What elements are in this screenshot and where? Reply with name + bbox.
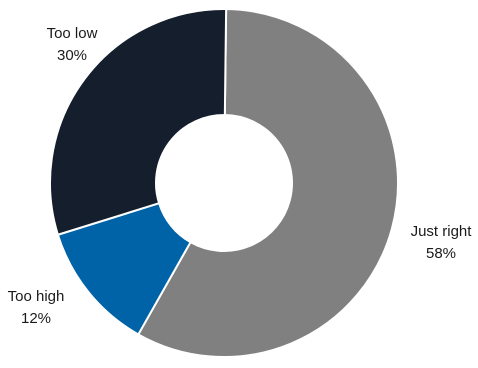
data-label-too-low: Too low 30% <box>47 25 98 64</box>
donut-labels: Just right 58% Too high 12% Too low 30% <box>8 25 473 327</box>
data-label-too-high: Too high 12% <box>8 288 65 327</box>
data-label-just-right: Just right 58% <box>411 223 473 262</box>
donut-slices <box>49 8 399 358</box>
slice-too-low <box>49 8 228 236</box>
slice-just-right <box>137 8 399 358</box>
